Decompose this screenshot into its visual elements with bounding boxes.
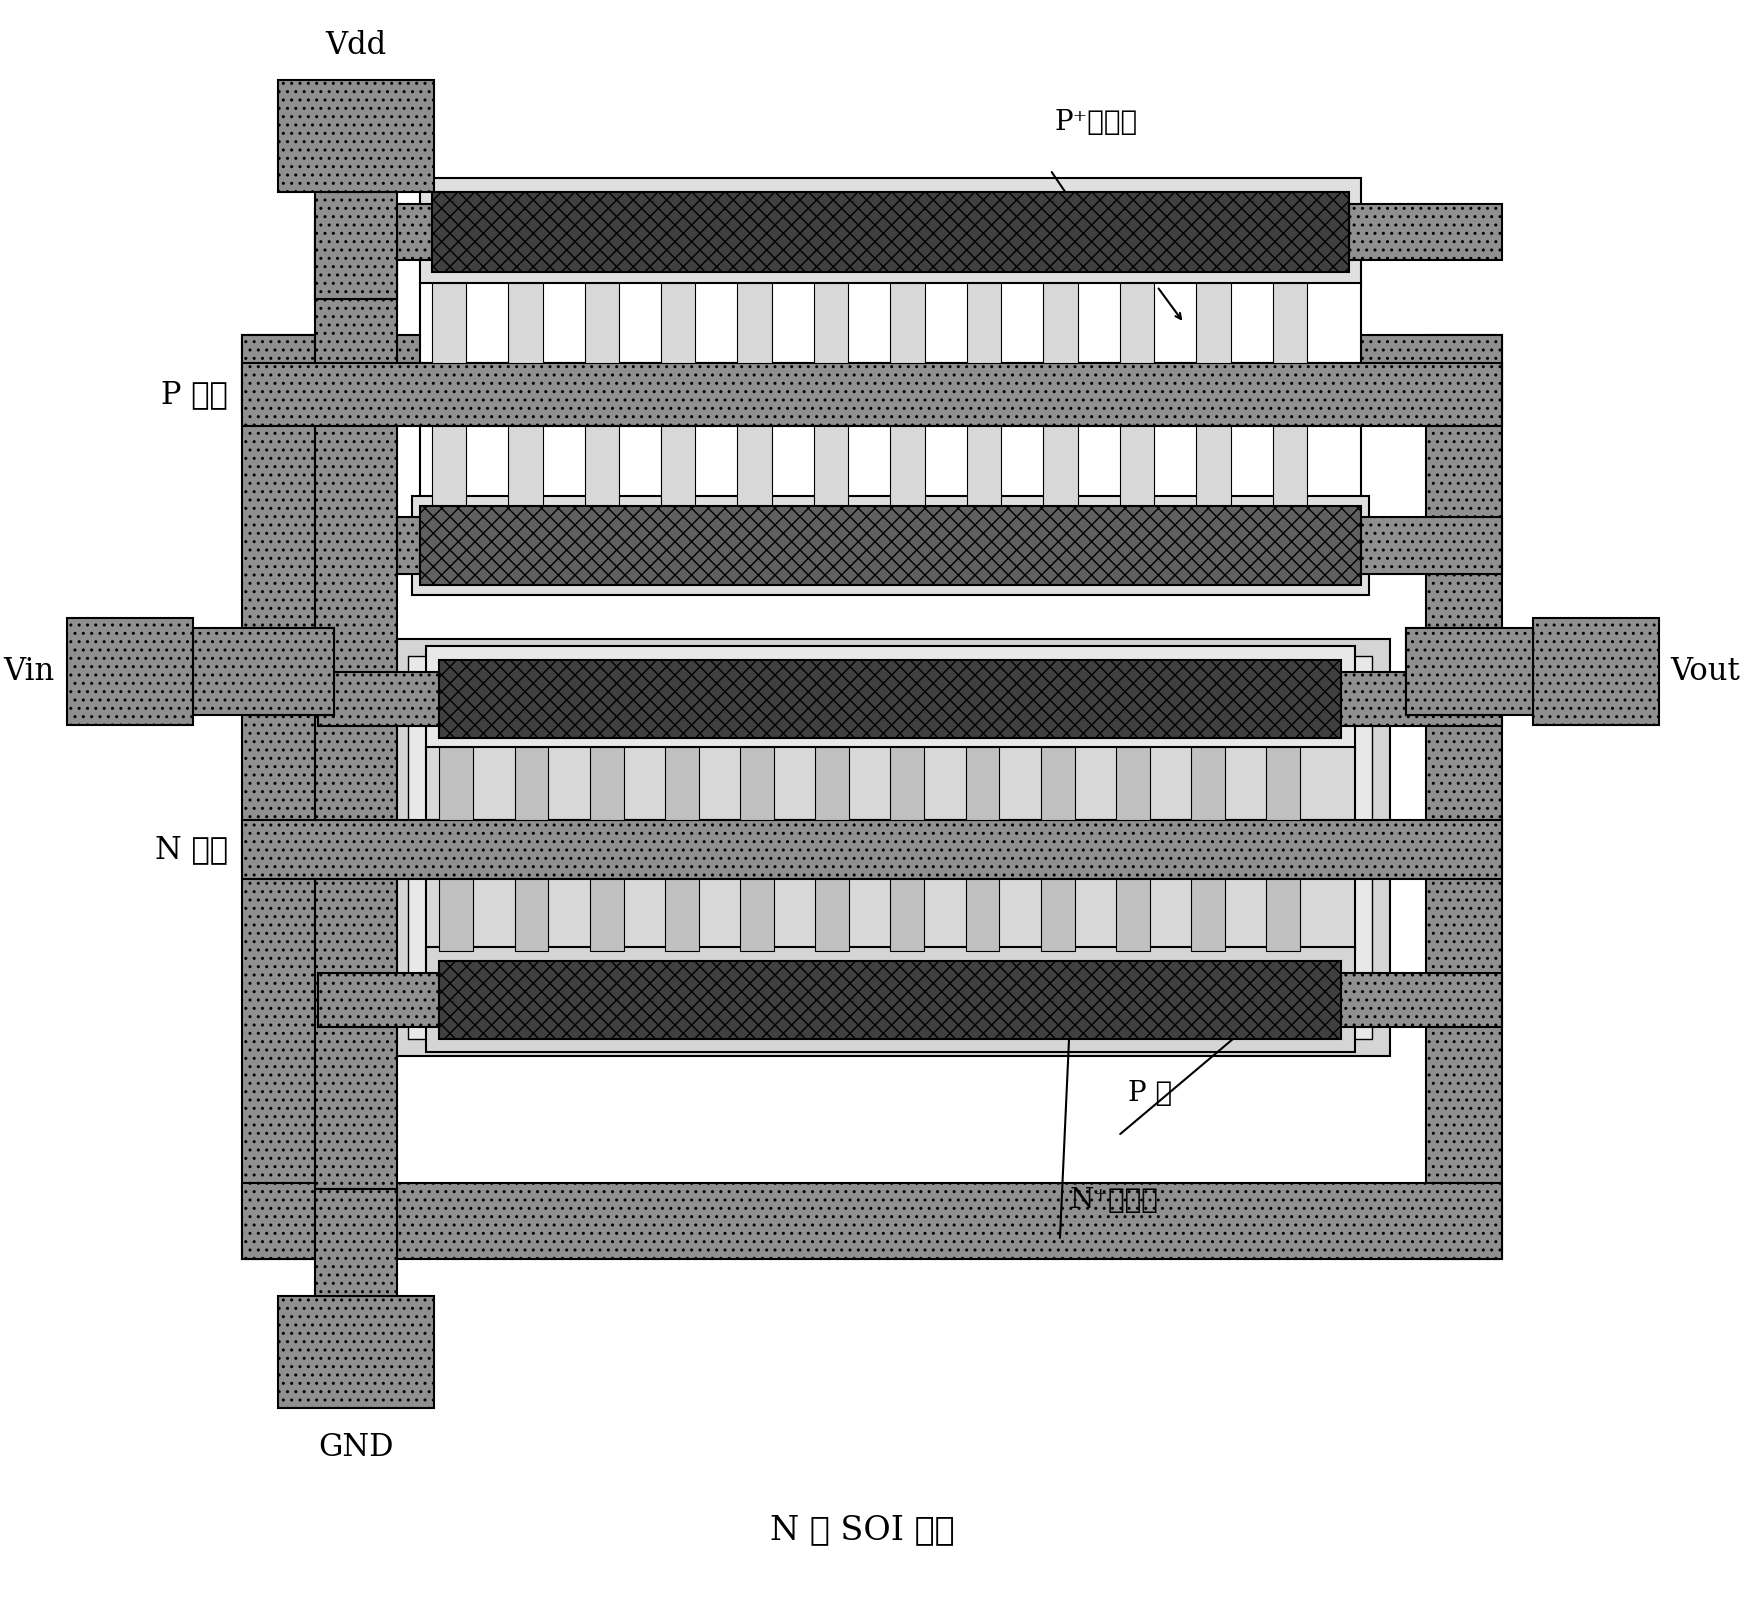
Bar (408, 656, 1373, 1039)
Text: 硅纳米线: 硅纳米线 (1167, 230, 1233, 257)
Bar (1350, 203, 1502, 261)
Text: Vout: Vout (1671, 656, 1741, 688)
Bar (1273, 425, 1308, 505)
Bar (194, 628, 333, 715)
Bar (1273, 283, 1308, 363)
Bar (426, 878, 1355, 951)
Bar (439, 660, 1341, 737)
Bar (433, 192, 1350, 272)
Bar (1427, 334, 1502, 1258)
Bar (316, 192, 396, 299)
Bar (1266, 747, 1299, 820)
Bar (966, 878, 999, 951)
Bar (664, 878, 699, 951)
Bar (420, 425, 1360, 505)
Bar (1406, 628, 1533, 715)
Bar (242, 1183, 1502, 1258)
Bar (242, 820, 1502, 878)
Text: N 型 SOI 衬底: N 型 SOI 衬底 (771, 1514, 956, 1546)
Bar (426, 948, 1355, 1052)
Bar (738, 425, 773, 505)
Text: Vdd: Vdd (326, 30, 387, 61)
Bar (814, 283, 848, 363)
Bar (396, 518, 429, 574)
Text: P⁺接触孔: P⁺接触孔 (1055, 109, 1139, 136)
Bar (242, 628, 333, 715)
Bar (1041, 747, 1074, 820)
Bar (316, 232, 396, 299)
Bar (738, 283, 773, 363)
Bar (891, 878, 924, 951)
Bar (279, 80, 434, 192)
Bar (589, 747, 624, 820)
Bar (316, 1190, 396, 1297)
Bar (242, 334, 317, 1258)
Bar (439, 961, 1341, 1039)
Bar (439, 878, 473, 951)
Bar (420, 283, 1360, 363)
Bar (1120, 425, 1155, 505)
Text: P 阱: P 阱 (1128, 1079, 1172, 1107)
Bar (433, 425, 466, 505)
Bar (1336, 672, 1502, 726)
Bar (966, 747, 999, 820)
Bar (814, 747, 849, 820)
Bar (396, 203, 445, 261)
Bar (1041, 878, 1074, 951)
Text: Vin: Vin (3, 656, 54, 688)
Bar (1043, 425, 1078, 505)
Bar (1191, 878, 1224, 951)
Bar (1120, 283, 1155, 363)
Bar (739, 878, 774, 951)
Bar (514, 747, 548, 820)
Bar (420, 179, 1360, 285)
Bar (1196, 425, 1231, 505)
Bar (1357, 518, 1502, 574)
Bar (433, 283, 466, 363)
Bar (739, 747, 774, 820)
Bar (391, 638, 1390, 1057)
Bar (1196, 283, 1231, 363)
Bar (661, 283, 696, 363)
Bar (316, 203, 396, 1190)
Bar (279, 1297, 434, 1407)
Bar (1116, 747, 1149, 820)
Text: GND: GND (317, 1433, 394, 1463)
Bar (891, 747, 924, 820)
Bar (514, 878, 548, 951)
Bar (1266, 878, 1299, 951)
Bar (426, 747, 1355, 820)
Bar (966, 425, 1001, 505)
Bar (584, 283, 619, 363)
Bar (412, 496, 1369, 595)
Bar (420, 505, 1360, 585)
Bar (1533, 619, 1659, 724)
Bar (584, 425, 619, 505)
Bar (966, 283, 1001, 363)
Bar (1043, 283, 1078, 363)
Bar (439, 747, 473, 820)
Bar (66, 619, 194, 724)
Bar (814, 425, 848, 505)
Bar (242, 334, 1502, 411)
Bar (661, 425, 696, 505)
Bar (1336, 972, 1502, 1027)
Bar (664, 747, 699, 820)
Bar (242, 363, 1502, 425)
Text: P 沟道: P 沟道 (160, 379, 228, 409)
Bar (814, 878, 849, 951)
Bar (891, 283, 924, 363)
Bar (508, 425, 542, 505)
Text: N⁺接触孔: N⁺接触孔 (1069, 1186, 1158, 1214)
Bar (1191, 747, 1224, 820)
Bar (317, 972, 445, 1027)
Bar (891, 425, 924, 505)
Bar (589, 878, 624, 951)
Bar (508, 283, 542, 363)
Bar (317, 672, 445, 726)
Bar (1406, 628, 1502, 715)
Bar (426, 646, 1355, 752)
Bar (1116, 878, 1149, 951)
Text: N 沟道: N 沟道 (155, 835, 228, 865)
